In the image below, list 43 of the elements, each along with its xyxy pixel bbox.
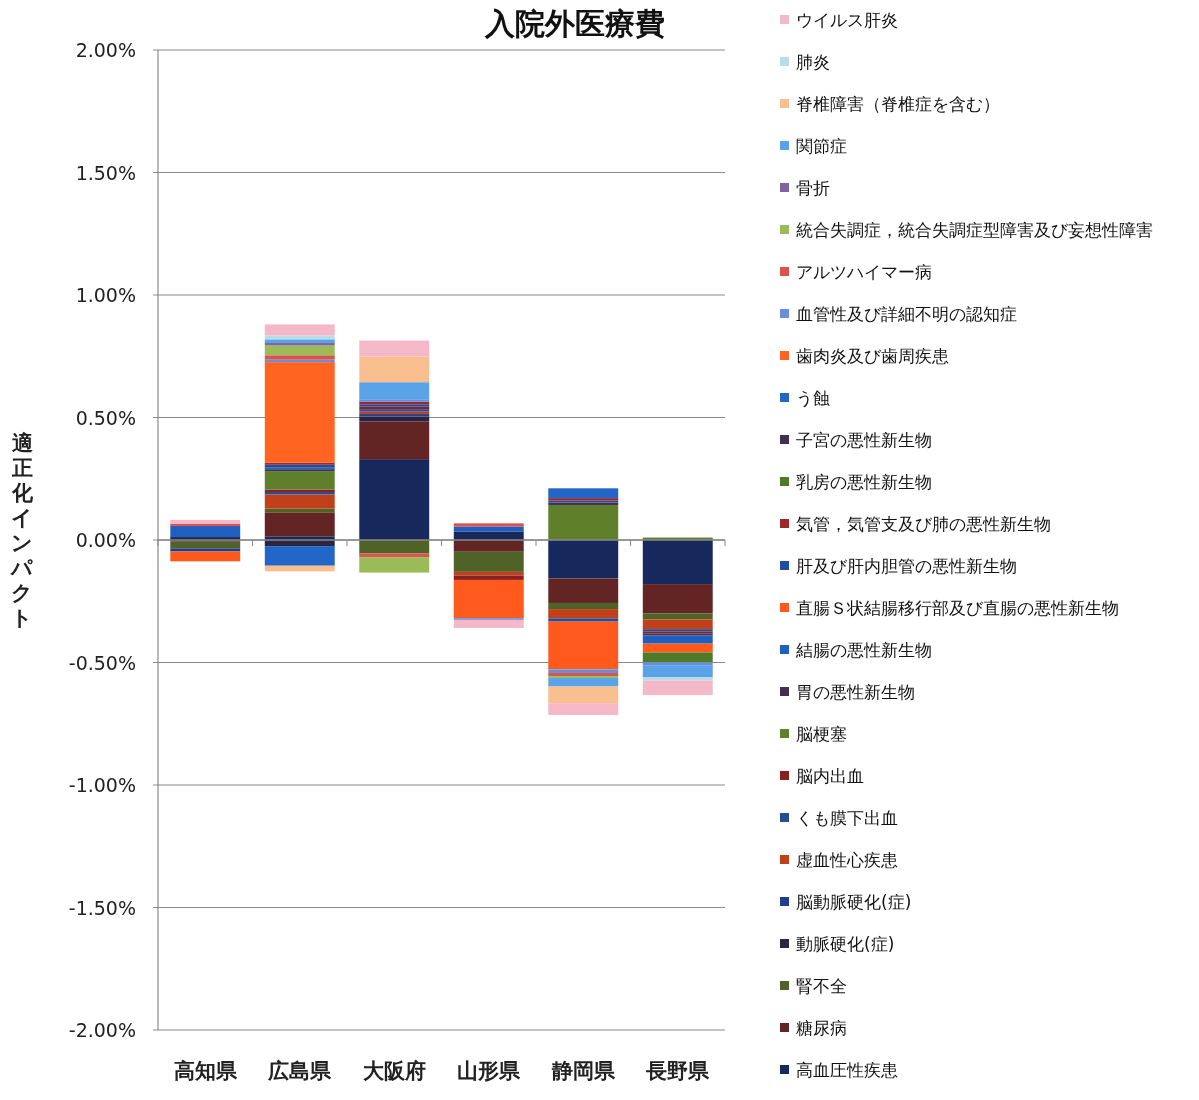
y-axis-title: 適正化インパクト: [10, 431, 34, 630]
legend-label: ウイルス肝炎: [796, 10, 898, 30]
legend-label: 血管性及び詳細不明の認知症: [796, 304, 1017, 324]
legend-label: 虚血性心疾患: [796, 850, 898, 870]
y-tick-label: -1.00%: [68, 774, 136, 796]
legend-label: 歯肉炎及び歯周疾患: [796, 346, 949, 366]
legend-label: 脳梗塞: [796, 724, 847, 744]
legend-label: 脊椎障害（脊椎症を含む）: [796, 94, 1000, 114]
legend-label: 関節症: [796, 136, 847, 156]
x-tick-label: 長野県: [645, 1059, 711, 1083]
x-tick-label: 広島県: [267, 1059, 333, 1083]
y-tick-label: 0.00%: [75, 529, 136, 551]
legend-label: 糖尿病: [796, 1018, 847, 1038]
legend-label: 胃の悪性新生物: [796, 682, 915, 702]
legend-label: 子宮の悪性新生物: [796, 430, 932, 450]
legend-label: 動脈硬化(症): [796, 934, 895, 954]
legend-label: 直腸Ｓ状結腸移行部及び直腸の悪性新生物: [796, 598, 1119, 618]
chart-title: 入院外医療費: [484, 6, 665, 41]
legend-label: 肝及び肝内胆管の悪性新生物: [796, 556, 1017, 576]
x-tick-label: 大阪府: [362, 1059, 426, 1083]
legend-label: 統合失調症，統合失調症型障害及び妄想性障害: [796, 220, 1153, 240]
legend-label: アルツハイマー病: [796, 262, 932, 282]
x-tick-label: 静岡県: [550, 1059, 616, 1083]
y-tick-label: 0.50%: [75, 406, 136, 429]
y-tick-label: 1.50%: [75, 161, 136, 184]
legend-label: 結腸の悪性新生物: [795, 640, 932, 660]
legend-label: 脳内出血: [796, 766, 864, 786]
y-tick-label: 1.00%: [75, 284, 136, 306]
legend-label: 肺炎: [796, 52, 830, 72]
x-tick-label: 高知県: [173, 1059, 238, 1083]
legend-label: う蝕: [796, 388, 830, 408]
y-tick-label: -0.50%: [68, 651, 136, 674]
y-tick-label: -2.00%: [68, 1019, 136, 1041]
legend-label: 腎不全: [796, 976, 847, 996]
legend-label: 乳房の悪性新生物: [796, 472, 932, 492]
legend-label: 脳動脈硬化(症): [796, 892, 912, 912]
x-tick-label: 山形県: [457, 1059, 522, 1083]
y-tick-label: 2.00%: [75, 39, 136, 61]
legend-label: くも膜下出血: [796, 808, 898, 828]
legend-label: 気管，気管支及び肺の悪性新生物: [796, 514, 1051, 534]
legend-label: 高血圧性疾患: [796, 1060, 898, 1080]
y-tick-label: -1.50%: [68, 896, 136, 919]
legend-label: 骨折: [796, 178, 830, 198]
